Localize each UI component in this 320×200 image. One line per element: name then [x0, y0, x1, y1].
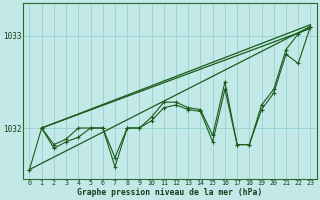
- X-axis label: Graphe pression niveau de la mer (hPa): Graphe pression niveau de la mer (hPa): [77, 188, 263, 197]
